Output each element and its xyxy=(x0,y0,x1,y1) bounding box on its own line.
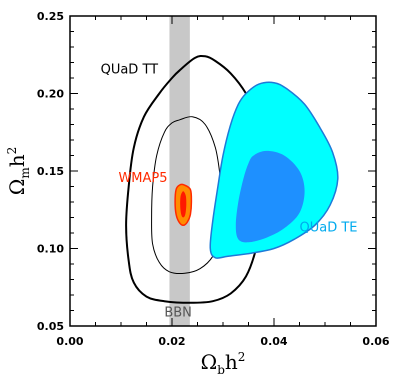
wmap5-inner-contour xyxy=(180,191,187,218)
x-tick-label: 0.00 xyxy=(56,335,83,348)
x-tick-label: 0.02 xyxy=(158,335,185,348)
x-tick-label: 0.06 xyxy=(362,335,389,348)
quad-tt-annotation: QUaD TT xyxy=(101,62,159,77)
y-tick-label: 0.15 xyxy=(37,165,64,178)
tick-layer: 0.00 0.02 0.04 0.06 0.05 0.10 0.15 0.20 0.25 xyxy=(37,10,390,348)
y-tick-label: 0.10 xyxy=(37,243,64,256)
quad-tt-outer-contour xyxy=(125,54,265,304)
bbn-band xyxy=(169,16,190,326)
y-tick-label: 0.20 xyxy=(37,88,64,101)
y-tick-label: 0.05 xyxy=(37,320,64,333)
quad-tt-inner-contour xyxy=(151,116,224,275)
x-axis-title: Ωbh2 xyxy=(201,350,246,377)
y-tick-label: 0.25 xyxy=(37,10,64,23)
x-tick-label: 0.04 xyxy=(260,335,287,348)
quad-te-annotation: QUaD TE xyxy=(300,220,358,235)
quad-te-inner-contour xyxy=(235,150,305,243)
wmap5-annotation: WMAP5 xyxy=(118,171,167,186)
bbn-annotation: BBN xyxy=(164,306,192,321)
bbn-band-layer xyxy=(169,16,190,326)
annotation-layer: QUaD TT WMAP5 QUaD TE BBN xyxy=(101,62,358,320)
y-axis-title: Ωmh2 xyxy=(5,147,32,196)
contour-layer xyxy=(125,54,339,304)
